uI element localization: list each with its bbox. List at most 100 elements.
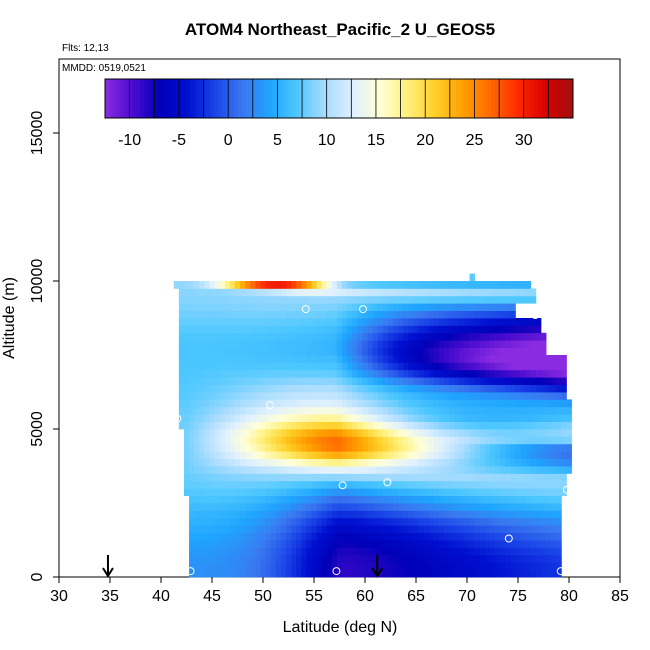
heatmap-cell: [403, 347, 409, 356]
heatmap-cell: [387, 303, 394, 311]
heatmap-cell: [331, 503, 338, 511]
heatmap-cell: [484, 466, 491, 474]
heatmap-cell: [352, 310, 358, 319]
heatmap-cell: [326, 466, 333, 474]
colorbar-segment: [327, 79, 332, 118]
heatmap-cell: [347, 451, 353, 459]
heatmap-cell: [229, 458, 236, 467]
heatmap-cell: [265, 503, 272, 511]
heatmap-cell: [377, 355, 384, 363]
heatmap-cell: [224, 281, 231, 289]
heatmap-cell: [250, 421, 256, 430]
heatmap-cell: [418, 488, 425, 496]
heatmap-cell: [362, 451, 368, 459]
heatmap-cell: [280, 392, 287, 400]
heatmap-cell: [214, 318, 221, 326]
heatmap-cell: [280, 414, 287, 422]
heatmap-cell: [408, 392, 414, 400]
heatmap-cell: [459, 414, 465, 422]
heatmap-cell: [393, 406, 399, 415]
heatmap-cell: [194, 466, 200, 474]
heatmap-cell: [234, 443, 241, 452]
heatmap-cell: [398, 466, 404, 474]
heatmap-cell: [382, 406, 389, 415]
heatmap-cell: [326, 340, 333, 348]
heatmap-cell: [270, 384, 277, 393]
heatmap-cell: [265, 569, 272, 578]
heatmap-cell: [413, 281, 419, 289]
heatmap-cell: [326, 547, 333, 556]
heatmap-cell: [209, 362, 215, 371]
heatmap-cell: [566, 458, 572, 467]
heatmap-cell: [367, 466, 374, 474]
heatmap-cell: [296, 303, 302, 311]
heatmap-cell: [280, 295, 287, 304]
flight-point: [173, 414, 182, 423]
colorbar-segment: [222, 79, 227, 118]
heatmap-cell: [423, 281, 430, 289]
heatmap-cell: [250, 399, 256, 408]
heatmap-cell: [285, 399, 292, 408]
heatmap-cell: [326, 532, 333, 541]
heatmap-cell: [459, 540, 465, 548]
heatmap-cell: [413, 362, 419, 371]
heatmap-cell: [464, 525, 470, 533]
heatmap-cell: [291, 495, 297, 504]
heatmap-cell: [183, 288, 190, 297]
heatmap-cell: [275, 525, 282, 533]
heatmap-cell: [428, 384, 435, 393]
heatmap-cell: [342, 473, 348, 482]
heatmap-cell: [342, 295, 348, 304]
heatmap-cell: [403, 554, 409, 563]
heatmap-cell: [291, 540, 297, 548]
heatmap-cell: [357, 569, 363, 578]
heatmap-cell: [367, 310, 374, 319]
heatmap-cell: [250, 369, 256, 378]
heatmap-cell: [240, 303, 246, 311]
heatmap-cell: [489, 392, 496, 400]
heatmap-cell: [321, 377, 328, 385]
heatmap-cell: [372, 429, 379, 437]
heatmap-cell: [515, 429, 521, 437]
heatmap-cell: [291, 377, 297, 385]
heatmap-cell: [255, 569, 261, 578]
heatmap-cell: [296, 406, 302, 415]
heatmap-cell: [382, 421, 389, 430]
heatmap-cell: [474, 318, 481, 326]
heatmap-cell: [265, 347, 272, 356]
x-tick-label: 85: [611, 588, 629, 605]
heatmap-cell: [418, 406, 425, 415]
heatmap-cell: [520, 421, 527, 430]
colorbar-segment: [557, 79, 562, 118]
heatmap-cell: [352, 458, 358, 467]
heatmap-cell: [469, 532, 476, 541]
heatmap-cell: [551, 421, 557, 430]
heatmap-cell: [479, 347, 486, 356]
heatmap-cell: [444, 532, 450, 541]
colorbar-segment: [245, 79, 250, 118]
colorbar-tick-label: 20: [416, 132, 434, 149]
heatmap-cell: [199, 295, 205, 304]
heatmap-cell: [433, 562, 440, 570]
heatmap-cell: [484, 303, 491, 311]
heatmap-cell: [229, 569, 236, 578]
heatmap-cell: [444, 325, 450, 334]
heatmap-cell: [459, 362, 465, 371]
heatmap-cell: [347, 562, 353, 570]
heatmap-cell: [510, 458, 516, 467]
heatmap-cell: [326, 310, 333, 319]
heatmap-cell: [464, 318, 470, 326]
heatmap-cell: [316, 406, 323, 415]
heatmap-cell: [255, 288, 261, 297]
heatmap-cell: [224, 495, 231, 504]
heatmap-cell: [520, 451, 527, 459]
heatmap-cell: [408, 384, 414, 393]
heatmap-cell: [214, 451, 221, 459]
heatmap-cell: [505, 503, 511, 511]
heatmap-cell: [270, 451, 277, 459]
heatmap-cell: [306, 569, 312, 578]
heatmap-cell: [245, 436, 251, 445]
heatmap-cell: [540, 436, 547, 445]
heatmap-cell: [423, 480, 430, 489]
heatmap-cell: [229, 340, 236, 348]
